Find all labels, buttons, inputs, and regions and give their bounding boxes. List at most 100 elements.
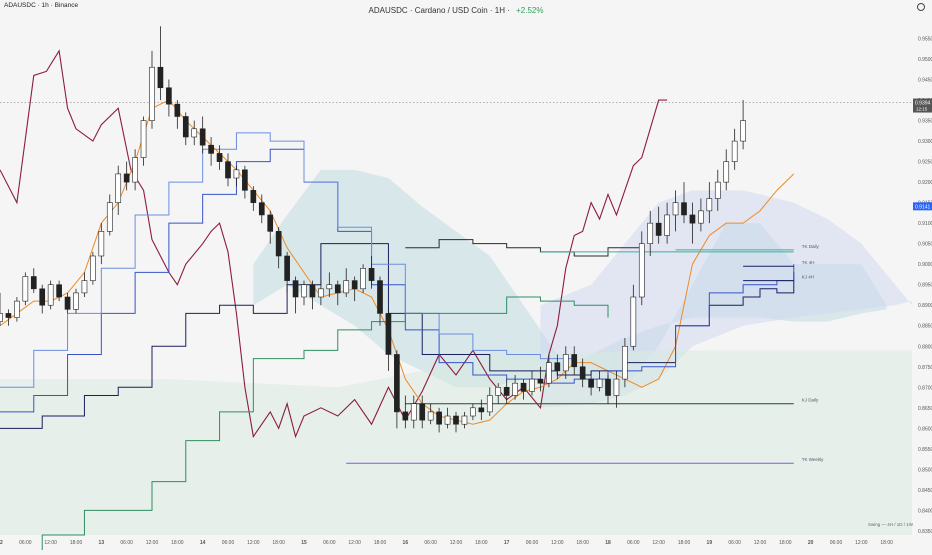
candle-body-55 [461,415,468,425]
candle-body-2 [14,300,20,318]
x-tick-0: 12 [0,540,3,546]
candle-body-73 [613,378,620,396]
candle-body-36 [301,284,307,298]
line-red [0,49,668,439]
candle-body-14 [115,173,122,203]
candle-body-57 [478,407,485,413]
x-tick-10: 12:00 [247,540,260,546]
candle-body-47 [394,354,400,413]
candle-body-26 [216,153,223,162]
pair-name: ADAUSDC · Cardano / USD Coin [368,6,488,15]
candle-body-86 [723,161,730,183]
candle-body-5 [39,288,46,306]
y-tick-23: 0.8400 [918,508,932,514]
x-tick-33: 06:00 [830,540,843,546]
level-label-2: KJ 4H [802,275,814,280]
settings-gear-icon[interactable] [917,3,925,11]
candle-body-85 [714,181,721,199]
candle-body-29 [242,169,248,191]
candle-body-22 [182,116,189,138]
x-tick-28: 19 [707,540,713,546]
x-tick-22: 12:00 [551,540,564,546]
price-label-1: 0.9141 [915,204,931,210]
price-label-time-0: 12:15 [916,107,928,112]
candle-body-65 [546,362,552,384]
y-tick-20: 0.8550 [918,447,932,453]
x-tick-34: 12:00 [855,540,868,546]
candle-body-34 [284,255,290,281]
candle-body-68 [571,354,578,368]
y-tick-21: 0.8500 [918,467,932,473]
candle-body-1 [5,313,12,318]
candle-body-24 [199,128,206,146]
y-tick-14: 0.8850 [918,324,932,330]
candle-body-78 [655,222,662,236]
candle-body-40 [334,284,341,294]
y-tick-18: 0.8650 [918,406,932,412]
candle-body-69 [579,366,586,380]
candle-body-16 [132,157,138,183]
y-tick-10: 0.9050 [918,242,932,248]
x-tick-2: 12:00 [44,540,57,546]
candle-body-48 [402,411,409,421]
y-tick-4: 0.9350 [918,119,932,125]
candle-body-18 [149,66,155,121]
chart-title: ADAUSDC · Cardano / USD Coin · 1H · +2.5… [0,6,912,15]
candle-body-80 [672,202,679,216]
y-tick-13: 0.8900 [918,303,932,309]
candle-body-13 [106,202,113,232]
candle-body-39 [326,284,333,290]
line-navy_step [0,243,795,429]
candle-body-87 [731,140,738,162]
candle-body-52 [436,411,442,425]
candle-body-51 [427,411,434,421]
interval-label: · 1H · [489,6,510,15]
candle-body-42 [351,280,358,290]
candle-body-15 [123,173,130,183]
y-tick-17: 0.8700 [918,385,932,391]
x-tick-13: 06:00 [323,540,336,546]
candle-body-27 [225,161,231,179]
candle-body-33 [275,231,282,257]
candle-body-61 [512,382,518,396]
x-tick-25: 06:00 [627,540,640,546]
candle-body-63 [529,378,535,392]
candle-body-3 [22,276,29,302]
x-tick-30: 12:00 [754,540,767,546]
candle-body-43 [360,267,366,290]
price-label-bg-0 [913,98,932,113]
candle-body-88 [740,120,746,142]
level-label-4: TK Weekly [802,457,824,462]
candle-body-30 [250,190,257,203]
candle-body-10 [81,280,88,294]
candle-body-6 [47,284,54,306]
candle-body-45 [377,280,383,314]
candle-body-70 [588,378,594,388]
y-tick-6: 0.9250 [918,160,932,166]
candle-body-9 [73,292,79,310]
candle-body-82 [689,214,696,224]
candle-body-59 [495,386,502,396]
x-tick-29: 06:00 [728,540,741,546]
candle-body-17 [140,120,147,158]
line-green_step [41,296,609,555]
x-tick-15: 18:00 [374,540,387,546]
y-tick-12: 0.8950 [918,283,932,289]
candle-body-56 [470,407,476,417]
level-label-1: TK 4H [802,260,815,265]
price-label-bg-1 [913,202,932,211]
candle-body-38 [318,288,324,298]
candle-body-37 [309,284,316,298]
candle-body-12 [98,231,105,257]
candle-body-25 [208,144,214,154]
y-tick-15: 0.8800 [918,344,932,350]
candle-body-71 [596,378,603,388]
footer-label: Swing — 4H / 1D / 1W [868,522,914,527]
candle-body-53 [444,415,451,425]
x-tick-26: 12:00 [652,540,665,546]
x-tick-14: 12:00 [348,540,361,546]
x-tick-24: 18 [605,540,611,546]
x-tick-20: 17 [504,540,510,546]
